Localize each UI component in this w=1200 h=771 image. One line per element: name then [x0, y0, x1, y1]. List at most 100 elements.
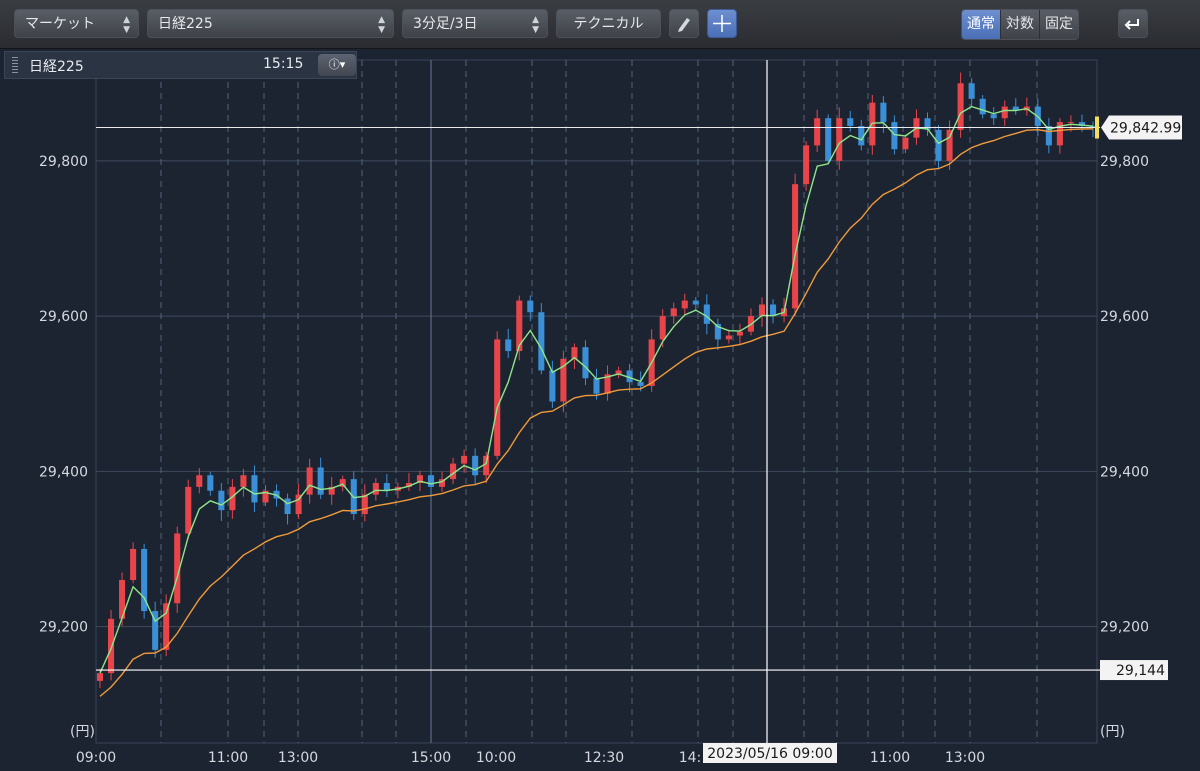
- candle-body: [725, 335, 732, 340]
- candle-body: [703, 304, 710, 324]
- candle-body: [427, 475, 435, 487]
- candle-body: [560, 358, 567, 402]
- short-ma-line: [99, 105, 1094, 674]
- pencil-icon: [678, 18, 690, 32]
- candle-body: [714, 323, 721, 340]
- candle-body: [317, 467, 324, 495]
- candle-body: [1078, 122, 1086, 126]
- toolbar: マーケット ▲ ▼ 日経225 ▲ ▼ 3分足/3日 ▲ ▼ テクニカル 通常 対数 固定: [0, 0, 1200, 49]
- candle-body: [847, 118, 854, 126]
- candle-body: [141, 548, 148, 612]
- scale-fixed-button[interactable]: 固定: [1040, 10, 1078, 39]
- candle-body: [736, 331, 743, 336]
- candle-body: [670, 308, 677, 317]
- candle-body: [758, 304, 766, 317]
- technical-button[interactable]: テクニカル: [556, 9, 661, 38]
- y-tick-label-left: 29,800: [39, 154, 88, 170]
- candle-body: [130, 548, 137, 581]
- current-price-marker: [1095, 116, 1099, 139]
- candle-body: [814, 118, 821, 146]
- chart-area[interactable]: [0, 49, 1200, 771]
- candle-body: [383, 482, 390, 491]
- candle-body: [891, 122, 898, 150]
- candle-body: [494, 339, 501, 456]
- candle-body: [604, 374, 611, 394]
- symbol-select-label: 日経225: [158, 16, 213, 32]
- candle-body: [372, 482, 379, 495]
- updown-chevron-icon: ▲ ▼: [123, 15, 130, 35]
- candle-body: [858, 125, 865, 146]
- updown-chevron-icon: ▲ ▼: [532, 15, 539, 35]
- drag-handle-icon[interactable]: [12, 57, 18, 73]
- candle-body: [295, 494, 302, 515]
- candle-body: [990, 114, 997, 119]
- candle-body: [1045, 125, 1052, 146]
- crosshair-icon: [713, 15, 731, 32]
- candle-body: [1089, 125, 1097, 128]
- undo-button[interactable]: [1118, 9, 1148, 38]
- x-tick-label: 14:: [679, 750, 702, 766]
- current-price-label: 29,842.99: [1110, 121, 1181, 137]
- candle-body: [593, 378, 600, 394]
- candle-body: [946, 129, 953, 161]
- candle-body: [902, 137, 909, 150]
- candle-body: [361, 494, 368, 515]
- y-tick-label-right: 29,400: [1100, 464, 1149, 480]
- candle-body: [262, 490, 269, 503]
- info-time: 15:15: [263, 56, 304, 72]
- candle-body: [825, 118, 832, 161]
- plot-frame: [95, 59, 1098, 744]
- crosshair-button[interactable]: [707, 9, 737, 38]
- scale-log-button[interactable]: 対数: [1001, 10, 1040, 39]
- pencil-button[interactable]: [669, 9, 699, 38]
- candle-body: [306, 467, 313, 495]
- candle-body: [880, 102, 887, 123]
- candle-body: [185, 486, 192, 534]
- candle-body: [450, 463, 457, 480]
- candle-body: [284, 498, 291, 515]
- candle-body: [803, 145, 810, 185]
- candle-body: [836, 118, 843, 161]
- candle-body: [339, 479, 346, 487]
- candle-body: [207, 475, 214, 491]
- candle-body: [119, 580, 126, 619]
- candle-body: [659, 316, 666, 340]
- candle-body: [218, 490, 225, 511]
- long-ma-line: [99, 128, 1094, 697]
- scale-mode-toggle[interactable]: 通常 対数 固定: [961, 9, 1079, 40]
- candle-body: [582, 347, 589, 379]
- x-tick-label: 12:30: [584, 750, 624, 766]
- candle-body: [328, 486, 335, 495]
- x-tick-label: 11:00: [870, 750, 910, 766]
- candle-body: [163, 603, 170, 650]
- crosshair-time-tag: [703, 743, 837, 763]
- info-dropdown-button[interactable]: ⓘ▾: [318, 54, 356, 76]
- candle-body: [483, 455, 490, 476]
- market-select[interactable]: マーケット ▲ ▼: [14, 9, 139, 38]
- candle-body: [416, 475, 424, 483]
- y-unit-label-left: (円): [70, 724, 95, 740]
- period-select-label: 3分足/3日: [413, 16, 478, 32]
- x-tick-label: 09:00: [76, 750, 116, 766]
- info-panel: 日経225 15:15 ⓘ▾: [4, 51, 357, 79]
- symbol-select[interactable]: 日経225 ▲ ▼: [147, 9, 394, 38]
- candle-body: [461, 455, 468, 464]
- scale-normal-button[interactable]: 通常: [962, 10, 1001, 39]
- crosshair-price-label: 29,144: [1116, 663, 1165, 679]
- candle-body: [1067, 122, 1074, 124]
- candle-body: [472, 455, 479, 476]
- y-tick-label-left: 29,200: [39, 620, 88, 636]
- candle-body: [505, 339, 512, 352]
- candle-body: [107, 618, 115, 674]
- undo-icon: [1124, 19, 1139, 30]
- candle-body: [637, 382, 644, 386]
- candle-body: [615, 370, 622, 375]
- candle-body: [769, 304, 777, 317]
- candle-body: [571, 347, 578, 359]
- candle-body: [96, 673, 104, 681]
- candle-body: [152, 611, 159, 650]
- period-select[interactable]: 3分足/3日 ▲ ▼: [402, 9, 548, 38]
- candle-body: [692, 300, 699, 305]
- candle-body: [957, 83, 964, 130]
